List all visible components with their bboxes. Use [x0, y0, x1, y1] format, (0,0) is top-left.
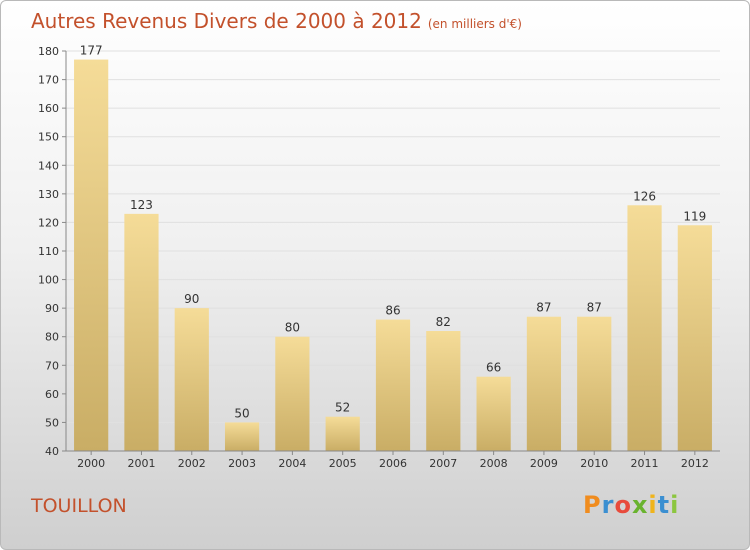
data-label: 90	[184, 292, 199, 306]
bar-2009	[526, 316, 562, 451]
logo-letter: r	[601, 491, 615, 519]
data-label: 52	[335, 401, 350, 415]
data-label: 50	[234, 406, 249, 420]
bar-2010	[577, 316, 612, 451]
chart-title-unit: (en milliers d'€)	[427, 17, 522, 31]
bar-2001	[124, 213, 159, 451]
chart-title-main: Autres Revenus Divers de 2000 à 2012	[31, 9, 422, 33]
y-tick-label: 50	[45, 416, 59, 429]
y-tick-label: 80	[45, 331, 59, 344]
x-tick-label: 2007	[429, 457, 457, 470]
x-tick-label: 2006	[379, 457, 407, 470]
x-tick-label: 2004	[278, 457, 306, 470]
data-label: 119	[683, 209, 706, 223]
bar-2012	[677, 225, 712, 451]
data-label: 86	[385, 304, 400, 318]
bar-2004	[275, 336, 310, 451]
y-tick-label: 120	[38, 216, 59, 229]
bar-2000	[74, 59, 109, 451]
bar-2006	[375, 319, 411, 451]
y-tick-label: 60	[45, 388, 59, 401]
bar-2005	[325, 416, 360, 451]
commune-name: TOUILLON	[31, 495, 127, 517]
logo-letter: i	[648, 491, 658, 519]
axis-layer: 40 50 60 70 80 90 100 110 120 130 140 150 160 170 180 2…	[38, 45, 720, 470]
y-tick-label: 160	[38, 102, 59, 115]
y-tick-label: 130	[38, 188, 59, 201]
logo-letter: P	[583, 491, 602, 519]
y-tick-label: 90	[45, 302, 59, 315]
logo-letter: o	[614, 491, 632, 519]
bar-2008	[476, 376, 511, 451]
x-tick-label: 2000	[77, 457, 105, 470]
logo-letter: x	[631, 491, 649, 519]
bar-2007	[426, 331, 461, 451]
y-tick-label: 140	[38, 159, 59, 172]
bar-2003	[224, 422, 260, 451]
x-tick-label: 2001	[127, 457, 155, 470]
data-label: 82	[436, 315, 451, 329]
data-label: 80	[285, 321, 300, 335]
bar-layer: 177 123 90 50 80 52 86 82 66 87 87 126 119	[74, 44, 712, 451]
x-tick-label: 2009	[530, 457, 558, 470]
x-tick-label: 2012	[681, 457, 709, 470]
data-label: 66	[486, 361, 501, 375]
y-tick-label: 70	[45, 359, 59, 372]
x-tick-label: 2008	[480, 457, 508, 470]
y-tick-label: 170	[38, 74, 59, 87]
chart-title: Autres Revenus Divers de 2000 à 2012 (en …	[31, 9, 522, 33]
proxiti-logo[interactable]: Proxiti	[583, 491, 679, 519]
x-tick-label: 2003	[228, 457, 256, 470]
bar-2002	[174, 308, 209, 451]
y-tick-label: 100	[38, 274, 59, 287]
y-tick-label: 180	[38, 45, 59, 58]
data-label: 123	[130, 198, 153, 212]
logo-letter: i	[670, 491, 680, 519]
y-tick-label: 150	[38, 131, 59, 144]
logo-letter: t	[657, 491, 671, 519]
x-tick-label: 2005	[329, 457, 357, 470]
y-tick-label: 40	[45, 445, 59, 458]
x-tick-label: 2011	[631, 457, 659, 470]
x-tick-label: 2002	[178, 457, 206, 470]
data-label: 87	[536, 301, 551, 315]
data-label: 87	[587, 301, 602, 315]
bar-2011	[627, 205, 662, 451]
data-label: 177	[80, 44, 103, 58]
y-tick-label: 110	[38, 245, 59, 258]
x-tick-label: 2010	[580, 457, 608, 470]
data-label: 126	[633, 189, 656, 203]
